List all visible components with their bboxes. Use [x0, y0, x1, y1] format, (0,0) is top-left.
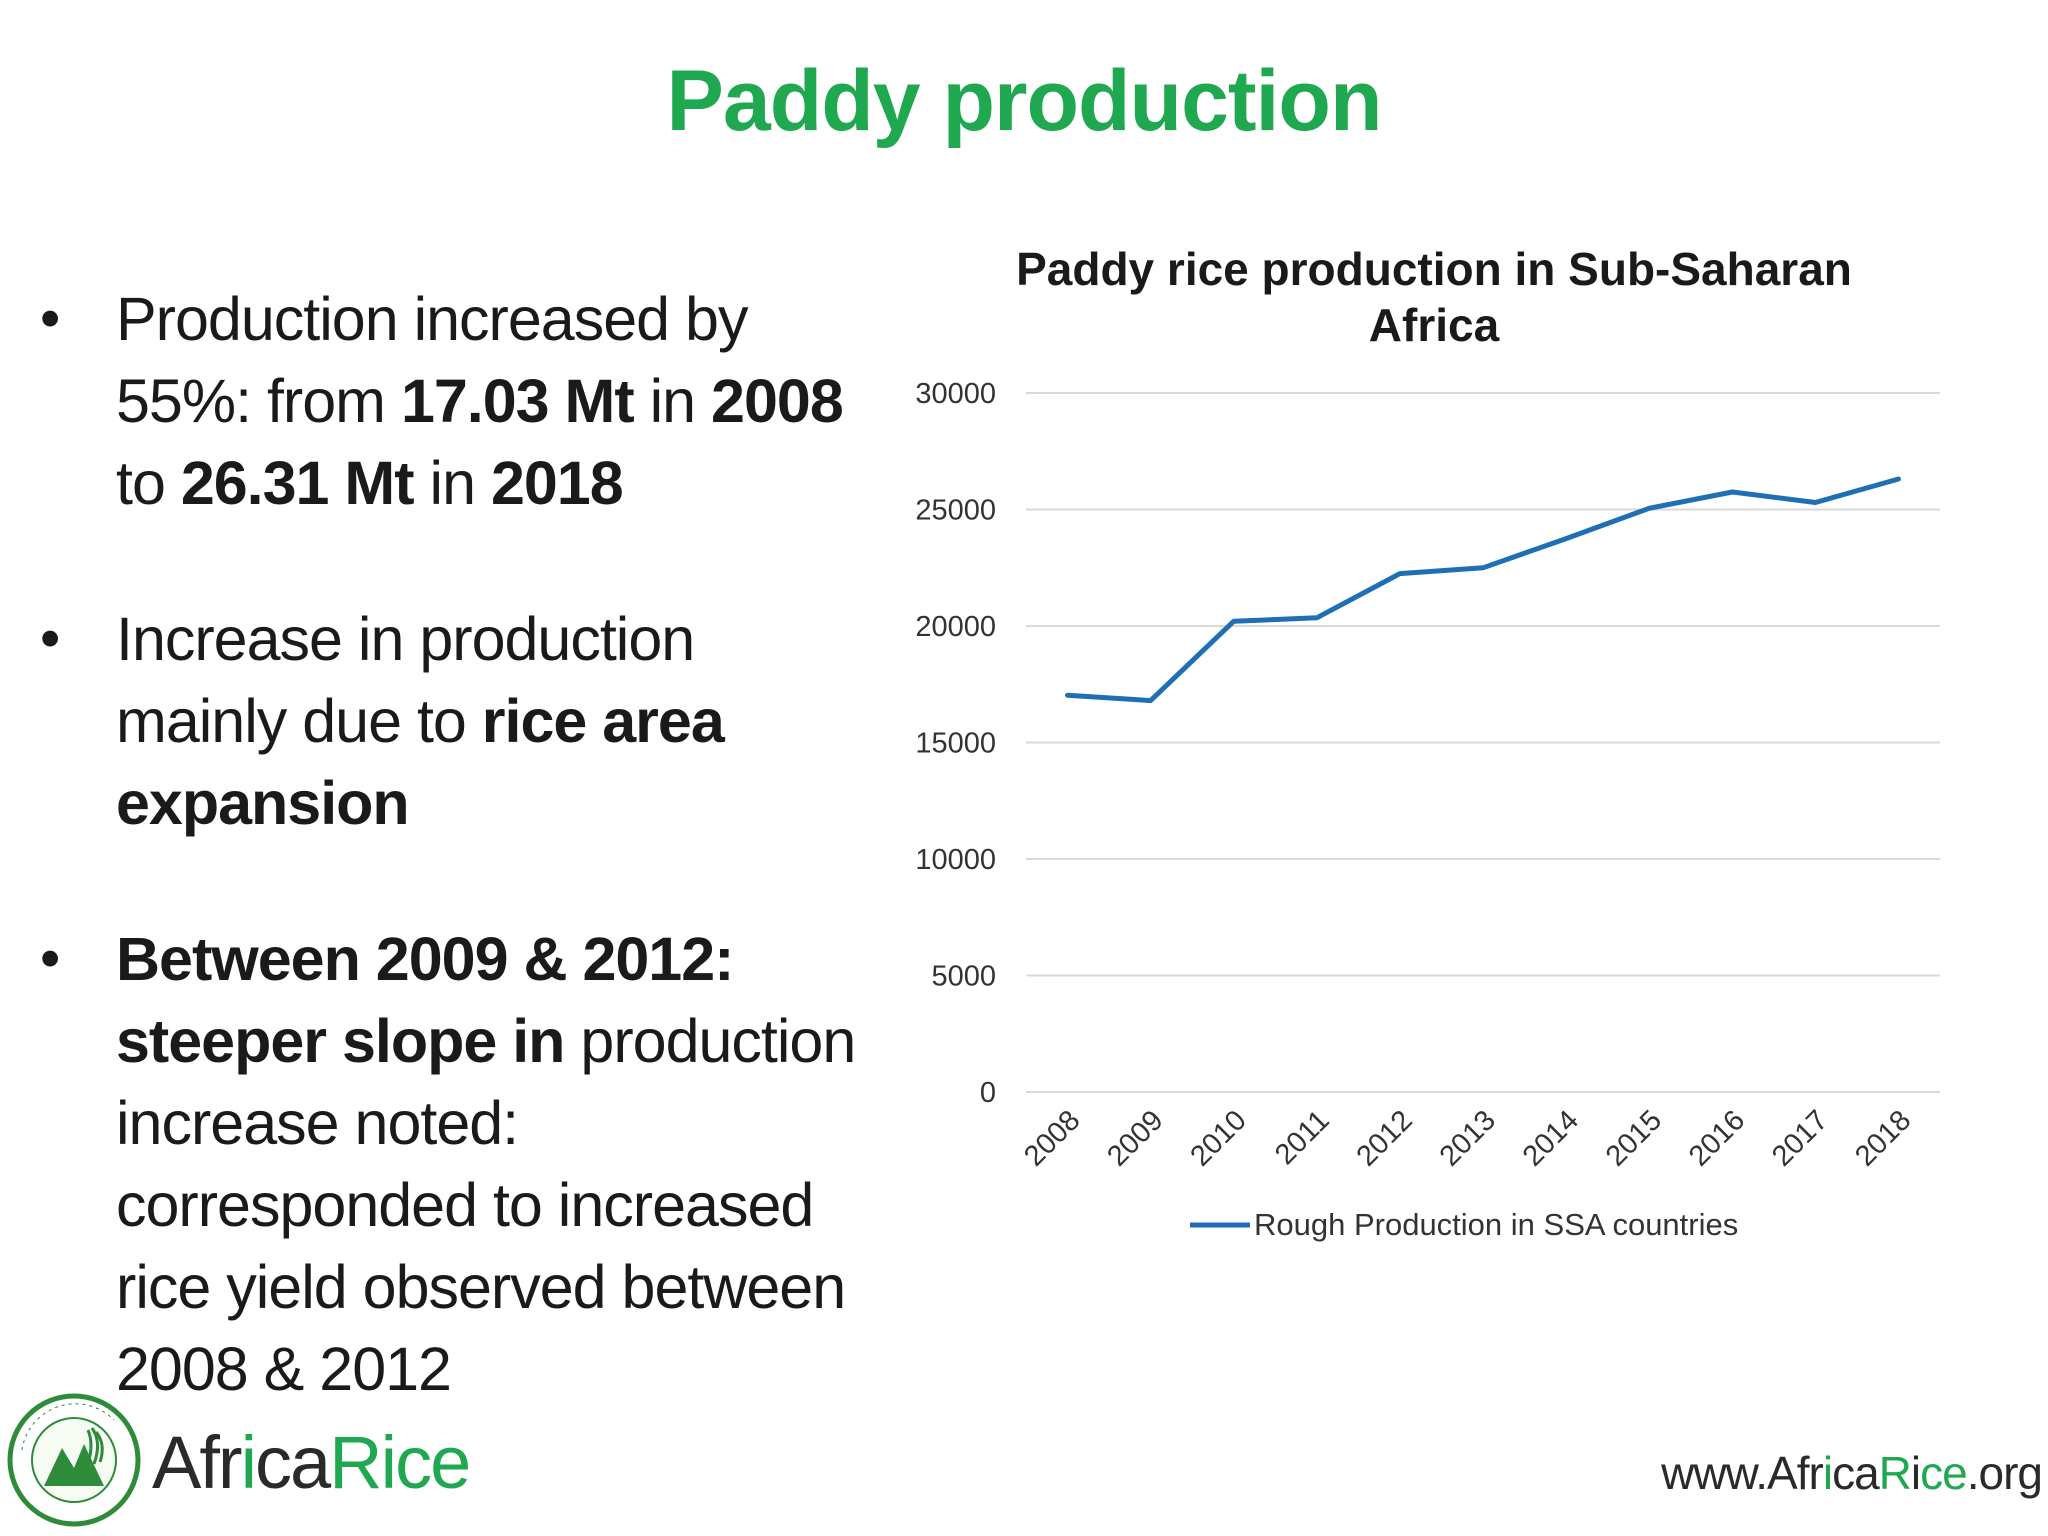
bullet-text-run: 2008: [711, 367, 844, 435]
y-tick-label: 0: [980, 1077, 996, 1109]
x-tick-label: 2009: [1101, 1104, 1169, 1172]
y-tick-label: 15000: [915, 728, 996, 760]
africarice-logo: AfricaRice: [0, 1390, 471, 1536]
bullet-text-run: to: [116, 449, 181, 517]
x-tick-label: 2008: [1018, 1104, 1086, 1172]
bullet-text-run: 26.31 Mt: [180, 449, 415, 517]
bullet-area-expansion: Increase in production mainly due to ric…: [40, 598, 880, 844]
legend-label: Rough Production in SSA countries: [1254, 1207, 1738, 1242]
x-tick-label: 2014: [1517, 1104, 1585, 1172]
y-tick-label: 20000: [915, 611, 996, 643]
bullet-steeper-slope: Between 2009 & 2012: steeper slope in pr…: [40, 918, 880, 1410]
y-tick-label: 10000: [915, 844, 996, 876]
bullet-text-run: 17.03 Mt: [400, 367, 635, 435]
bullet-text-run: Production increased by 55%: from: [116, 285, 748, 435]
bullet-text-run: production increase noted: corresponded …: [116, 1007, 856, 1403]
chart-title: Paddy rice production in Sub-Saharan Afri…: [1016, 243, 1852, 351]
x-tick-label: 2011: [1269, 1104, 1336, 1171]
x-tick-label: 2018: [1849, 1104, 1917, 1172]
website-link[interactable]: www.AfricaRice.org: [1661, 1447, 2043, 1499]
x-tick-label: 2013: [1434, 1104, 1502, 1172]
bullet-text-run: 2018: [490, 449, 624, 517]
series-line: [1065, 476, 1901, 704]
x-tick-label: 2016: [1683, 1104, 1751, 1172]
y-tick-label: 30000: [915, 378, 996, 410]
bullet-text-run: in: [633, 367, 712, 435]
x-tick-label: 2010: [1184, 1104, 1252, 1172]
bullet-text-run: in: [413, 449, 491, 517]
logo-wordmark: AfricaRice: [152, 1421, 471, 1504]
production-chart: Paddy rice production in Sub-Saharan Afri…: [880, 230, 2048, 1290]
x-tick-label: 2017: [1766, 1104, 1834, 1172]
chart-svg: Paddy rice production in Sub-Saharan Afri…: [915, 243, 1940, 1242]
africarice-seal-icon: [7, 1393, 141, 1527]
bullet-text-run: Increase in production mainly due to: [116, 605, 695, 755]
x-tick-label: 2015: [1600, 1104, 1668, 1172]
bullet-text-run: rice area expansion: [116, 687, 725, 837]
bullet-production-increase: Production increased by 55%: from 17.03 …: [40, 278, 880, 524]
y-tick-label: 25000: [915, 495, 996, 527]
bullet-list: Production increased by 55%: from 17.03 …: [40, 278, 880, 1410]
x-tick-label: 2012: [1351, 1104, 1419, 1172]
slide-title: Paddy production: [666, 53, 1383, 149]
y-tick-label: 5000: [931, 961, 996, 993]
bullet-text-run: Between 2009 & 2012: steeper slope in: [116, 925, 734, 1075]
